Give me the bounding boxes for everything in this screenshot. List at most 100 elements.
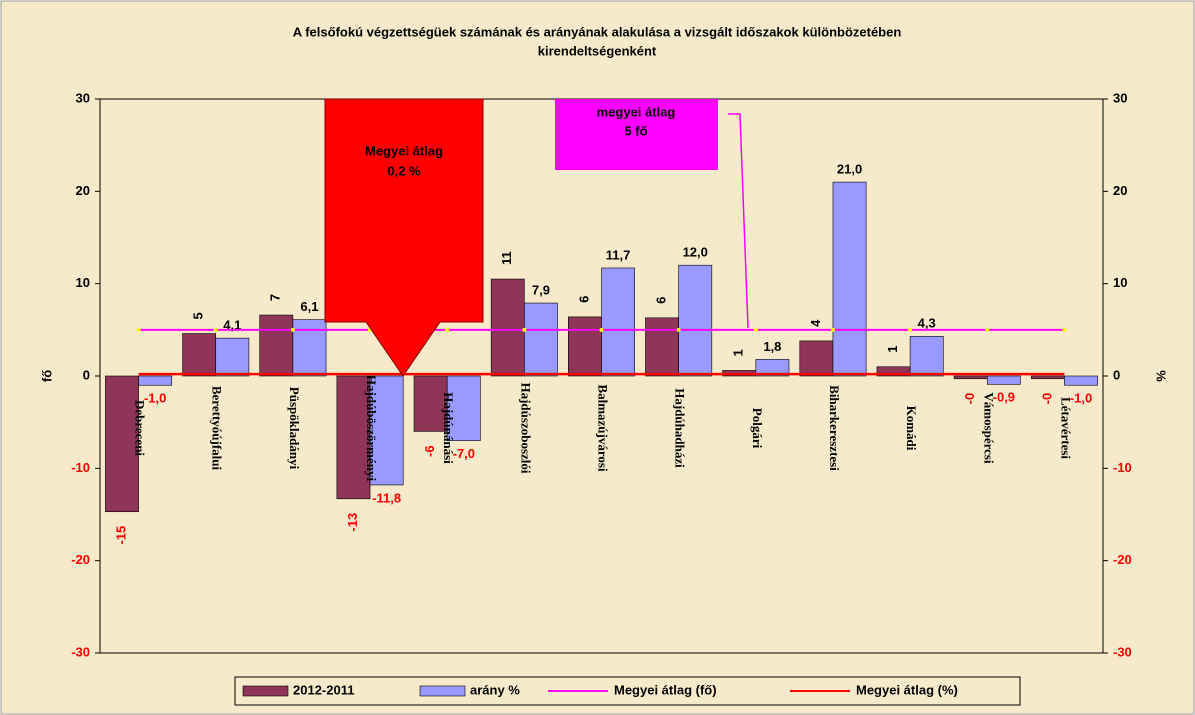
annotation: Megyei átlag: [365, 143, 443, 158]
bar: [182, 333, 217, 377]
reference-marker: [676, 327, 681, 332]
y2-tick-label: 30: [1113, 90, 1127, 105]
data-label: -0: [1039, 393, 1054, 405]
annotation: megyei átlag: [597, 104, 676, 119]
x-tick-label: Balmazújvárosi: [596, 384, 611, 472]
legend-label: Megyei átlag (fő): [614, 682, 717, 697]
x-tick-label: Debreceni: [133, 400, 148, 456]
bar: [678, 264, 713, 377]
data-label: 12,0: [683, 245, 708, 260]
chart-title: kirendeltségenként: [538, 43, 657, 58]
bar: [1064, 375, 1098, 386]
reference-marker: [136, 327, 141, 332]
legend: [234, 676, 1021, 706]
data-label: 4: [808, 319, 823, 327]
reference-marker: [290, 327, 295, 332]
bar: [601, 267, 635, 377]
x-tick-label: Komádi: [904, 406, 919, 451]
x-tick-label: Berettyóújfalui: [210, 386, 225, 471]
data-label: 11: [499, 251, 514, 265]
bar: [215, 337, 250, 377]
legend-swatch: [419, 685, 466, 697]
reference-marker: [1062, 327, 1067, 332]
bar: [490, 278, 525, 377]
data-label: 6,1: [300, 299, 318, 314]
data-label: 21,0: [837, 162, 862, 177]
y-tick-label: 20: [76, 183, 90, 198]
reference-marker: [985, 327, 990, 332]
bar: [1030, 375, 1065, 380]
data-label: -0: [962, 393, 977, 405]
data-label: -1,0: [144, 391, 166, 406]
legend-label: Megyei átlag (%): [856, 682, 958, 697]
reference-marker: [753, 327, 758, 332]
bar: [105, 375, 139, 513]
x-tick-label: Vámospércsi: [981, 392, 996, 464]
reference-marker: [830, 327, 835, 332]
data-label: 1: [731, 349, 746, 356]
y2-tick-label: -20: [1113, 552, 1132, 567]
legend-label: 2012-2011: [293, 682, 354, 697]
x-tick-label: Püspökladányi: [287, 387, 302, 470]
bar: [755, 359, 790, 377]
reference-marker: [599, 327, 604, 332]
bar: [446, 375, 481, 441]
bar: [799, 340, 834, 377]
bar: [909, 335, 944, 377]
y2-tick-label: 10: [1113, 275, 1127, 290]
data-label: 1,8: [763, 339, 781, 354]
bar: [953, 375, 988, 380]
y-tick-label: 10: [76, 275, 90, 290]
reference-marker: [445, 327, 450, 332]
bar: [292, 319, 327, 377]
y2-tick-label: -10: [1113, 460, 1132, 475]
annotations: Megyei átlag 0,2 % megyei átlag 5 fő: [324, 98, 749, 377]
bar: [138, 375, 173, 386]
data-label: -1,0: [1070, 391, 1092, 406]
data-label: -13: [345, 513, 360, 532]
x-tick-label: Létavértesi: [1058, 397, 1073, 459]
reference-marker: [522, 327, 527, 332]
bar: [259, 314, 294, 377]
legend-swatch: [242, 685, 289, 697]
x-tick-label: Biharkeresztesi: [827, 385, 842, 471]
annotation: 0,2 %: [387, 163, 421, 178]
data-label: 11,7: [606, 247, 631, 262]
chart-title: A felsőfokú végzettségüek számának és ar…: [293, 24, 902, 39]
x-tick-label: Hajdúnánási: [441, 392, 456, 464]
reference-marker: [908, 327, 913, 332]
data-label: -15: [113, 526, 128, 545]
y-axis-label: fő: [39, 370, 54, 382]
bar: [413, 375, 448, 432]
data-label: 6: [654, 297, 669, 304]
data-label: -11,8: [372, 490, 401, 505]
reference-marker: [213, 327, 218, 332]
data-label: -0,9: [993, 390, 1015, 405]
data-label: 7: [268, 294, 283, 301]
y2-axis-label: %: [1154, 370, 1169, 382]
data-label: 6: [576, 296, 591, 303]
y2-tick-label: 20: [1113, 183, 1127, 198]
bar: [524, 302, 558, 377]
bar: [568, 316, 602, 377]
y-tick-label: -20: [71, 552, 90, 567]
bar: [986, 375, 1021, 385]
bar: [369, 375, 404, 486]
y-tick-label: -30: [71, 644, 90, 659]
y-tick-label: 0: [83, 367, 90, 382]
data-label: -6: [422, 445, 437, 457]
connector: [728, 113, 749, 329]
annotation-box: [555, 99, 718, 170]
x-tick-label: Polgári: [750, 408, 765, 449]
bar: [645, 317, 679, 377]
y-tick-label: 30: [76, 90, 90, 105]
y-tick-label: -10: [71, 460, 90, 475]
data-label: -7,0: [453, 446, 475, 461]
data-label: 5: [191, 312, 206, 319]
y2-tick-label: -30: [1113, 644, 1132, 659]
x-tick-label: Hajdúböszörményi: [364, 375, 379, 482]
annotation: 5 fő: [624, 123, 647, 138]
data-label: 4,3: [918, 316, 936, 331]
arrow: [324, 98, 484, 377]
